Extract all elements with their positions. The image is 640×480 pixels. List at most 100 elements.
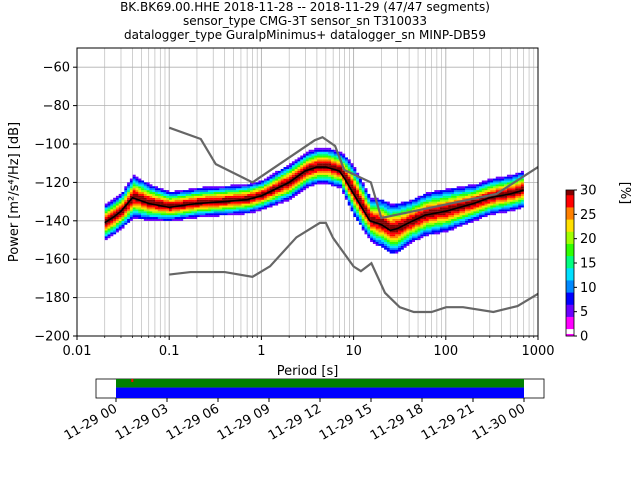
density-cell: [367, 236, 371, 239]
density-cell: [275, 172, 279, 175]
density-cell: [110, 203, 114, 206]
density-cell: [459, 203, 463, 206]
timeline-tick-label: 11-29 09: [215, 401, 273, 443]
density-cell: [512, 178, 516, 181]
density-cell: [353, 192, 357, 195]
density-cell: [138, 178, 142, 181]
density-cell: [409, 238, 413, 241]
density-cell: [185, 205, 189, 208]
density-cell: [249, 182, 253, 185]
density-cell: [462, 201, 466, 204]
density-cell: [208, 209, 212, 212]
colorbar-swatch: [566, 224, 574, 227]
density-cell: [141, 186, 145, 189]
density-cell: [121, 215, 125, 218]
density-cell: [456, 186, 460, 189]
density-cell: [361, 218, 365, 221]
density-cell: [428, 211, 432, 214]
density-cell: [339, 174, 343, 177]
density-cell: [219, 193, 223, 196]
density-cell: [342, 155, 346, 158]
density-cell: [431, 228, 435, 231]
density-cell: [208, 203, 212, 206]
density-cell: [487, 207, 491, 210]
density-cell: [230, 209, 234, 212]
density-cell: [467, 192, 471, 195]
density-cell: [283, 172, 287, 175]
density-cell: [370, 197, 374, 200]
density-cell: [356, 213, 360, 216]
density-cell: [375, 209, 379, 212]
density-cell: [205, 192, 209, 195]
density-cell: [389, 240, 393, 243]
density-cell: [484, 211, 488, 214]
density-cell: [420, 203, 424, 206]
density-cell: [456, 203, 460, 206]
density-cell: [180, 201, 184, 204]
density-cell: [294, 192, 298, 195]
density-cell: [283, 178, 287, 181]
density-cell: [342, 180, 346, 183]
density-cell: [476, 186, 480, 189]
density-cell: [498, 199, 502, 202]
density-cell: [356, 172, 360, 175]
density-cell: [182, 216, 186, 219]
density-cell: [127, 215, 131, 218]
density-cell: [104, 222, 108, 225]
density-cell: [168, 197, 172, 200]
density-cell: [481, 192, 485, 195]
density-cell: [398, 232, 402, 235]
density-cell: [325, 178, 329, 181]
density-cell: [386, 226, 390, 229]
density-cell: [152, 209, 156, 212]
density-cell: [437, 203, 441, 206]
density-cell: [138, 186, 142, 189]
density-cell: [350, 163, 354, 166]
density-cell: [451, 228, 455, 231]
density-cell: [143, 197, 147, 200]
density-cell: [305, 184, 309, 187]
density-cell: [233, 197, 237, 200]
density-cell: [230, 213, 234, 216]
density-cell: [353, 178, 357, 181]
density-cell: [333, 167, 337, 170]
density-cell: [462, 188, 466, 191]
density-cell: [344, 167, 348, 170]
density-cell: [484, 201, 488, 204]
density-cell: [409, 216, 413, 219]
density-cell: [149, 201, 153, 204]
density-cell: [314, 155, 318, 158]
density-cell: [132, 174, 136, 177]
density-cell: [177, 215, 181, 218]
density-cell: [311, 172, 315, 175]
density-cell: [342, 153, 346, 156]
density-cell: [185, 197, 189, 200]
density-cell: [509, 203, 513, 206]
colorbar-swatch: [566, 226, 574, 230]
density-cell: [411, 226, 415, 229]
density-cell: [420, 234, 424, 237]
density-cell: [414, 197, 418, 200]
density-cell: [110, 209, 114, 212]
density-cell: [138, 207, 142, 210]
density-cell: [269, 192, 273, 195]
density-cell: [244, 192, 248, 195]
density-cell: [319, 182, 323, 185]
density-cell: [515, 188, 519, 191]
density-cell: [194, 213, 198, 216]
density-cell: [258, 182, 262, 185]
density-cell: [283, 199, 287, 202]
density-cell: [361, 215, 365, 218]
density-cell: [272, 182, 276, 185]
density-cell: [247, 205, 251, 208]
density-cell: [314, 159, 318, 162]
density-cell: [208, 205, 212, 208]
density-cell: [451, 216, 455, 219]
density-cell: [389, 216, 393, 219]
density-cell: [115, 228, 119, 231]
density-cell: [280, 172, 284, 175]
density-cell: [498, 207, 502, 210]
density-cell: [300, 176, 304, 179]
density-cell: [409, 222, 413, 225]
density-cell: [300, 174, 304, 177]
